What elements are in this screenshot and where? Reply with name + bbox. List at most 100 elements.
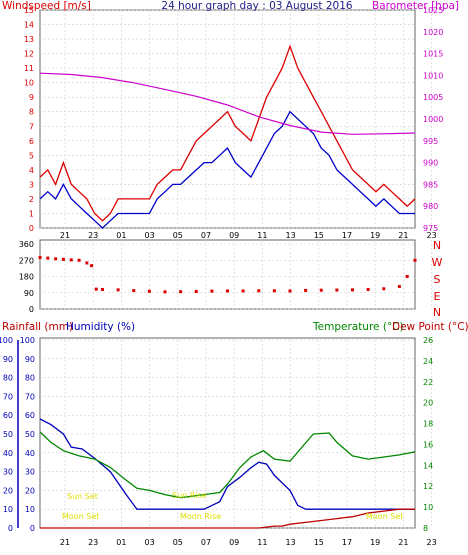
windspeed-tick-label: 2	[29, 195, 34, 204]
direction-point	[304, 288, 308, 292]
humidity-axis-title: Humidity (%)	[66, 321, 135, 333]
temperature-tick-label: 24	[423, 357, 433, 366]
humidity-series-line	[39, 418, 415, 510]
barometer-tick-label: 985	[423, 180, 438, 189]
direction-point	[163, 290, 167, 294]
windspeed-tick-label: 7	[29, 122, 34, 131]
direction-point	[288, 289, 292, 293]
hour-tick-label: 09	[229, 231, 239, 240]
direction-point	[210, 289, 214, 293]
top-panel-frame	[39, 9, 416, 229]
temperature-tick-label: 18	[423, 420, 433, 429]
temperature-tick-label: 14	[423, 461, 433, 470]
rainfall-tick-label: 70	[3, 392, 13, 401]
hour-tick-label: 05	[173, 538, 183, 547]
direction-point	[179, 290, 183, 294]
temperature-tick-label: 26	[423, 336, 433, 345]
direction-point	[405, 275, 409, 278]
temperature-tick-label: 10	[423, 503, 433, 512]
rainfall-tick-label: 10	[3, 505, 13, 514]
direction-point	[46, 256, 50, 260]
direction-point	[38, 256, 42, 260]
temperature-tick-label: 16	[423, 440, 433, 449]
direction-point	[61, 257, 65, 261]
windspeed-tick-label: 15	[24, 6, 34, 15]
direction-point	[54, 257, 58, 261]
windspeed-tick-label: 1	[29, 209, 34, 218]
rainfall-axis-title: Rainfall (mm)	[2, 321, 73, 333]
hour-tick-label: 23	[427, 231, 437, 240]
windspeed-tick-label: 14	[24, 21, 34, 30]
rainfall-series-line	[40, 508, 415, 529]
hour-tick-label: 07	[201, 231, 211, 240]
rainfall-tick-label: 90	[3, 355, 13, 364]
temperature-tick-label: 20	[423, 399, 433, 408]
direction-tick-label: 180	[19, 273, 34, 282]
direction-point	[194, 289, 198, 293]
rainfall-tick-label: 60	[3, 411, 13, 420]
direction-point	[413, 258, 417, 262]
hour-tick-label: 17	[342, 231, 352, 240]
barometer-tick-label: 1005	[423, 93, 443, 102]
hour-tick-label: 13	[286, 231, 296, 240]
windspeed-tick-label: 13	[24, 35, 34, 44]
windspeed-tick-label: 0	[29, 224, 34, 233]
middle-series	[38, 256, 417, 294]
hour-tick-label: 05	[173, 231, 183, 240]
barometer-tick-label: 990	[423, 159, 438, 168]
hour-tick-label: 03	[145, 538, 155, 547]
moon-set-annotation-2: Moon Set	[366, 512, 403, 521]
compass-n-top: N	[433, 239, 441, 252]
gust-series-line	[39, 110, 415, 229]
humidity-tick-label: 80	[25, 374, 35, 383]
barometer-series-line	[39, 72, 416, 135]
dewpoint-axis-title: Dew Point (°C)	[392, 321, 468, 333]
compass-n-bottom: N	[433, 306, 441, 319]
humidity-tick-label: 40	[25, 449, 35, 458]
direction-point	[90, 264, 94, 268]
humidity-tick-label: 30	[25, 468, 35, 477]
hour-tick-label: 21	[398, 538, 408, 547]
moon-set-annotation: Moon Set	[62, 512, 99, 521]
humidity-tick-label: 20	[25, 486, 35, 495]
direction-point	[116, 288, 120, 292]
wind-series-line	[39, 44, 416, 222]
direction-point	[132, 289, 136, 293]
hour-tick-label: 15	[314, 231, 324, 240]
humidity-tick-label: 70	[25, 392, 35, 401]
direction-point	[397, 284, 401, 288]
temperature-series-line	[39, 431, 416, 499]
hour-tick-label: 23	[88, 231, 98, 240]
barometer-tick-label: 1000	[423, 115, 443, 124]
windspeed-tick-label: 3	[29, 180, 34, 189]
temperature-axis-title: Temperature (°C)	[312, 321, 404, 333]
top-series	[39, 44, 416, 229]
temperature-tick-label: 12	[423, 482, 433, 491]
direction-point	[351, 288, 354, 292]
compass-s: S	[434, 273, 441, 286]
hour-tick-label: 17	[342, 538, 352, 547]
direction-point	[69, 258, 73, 262]
temperature-tick-label: 22	[423, 378, 433, 387]
sun-rise-annotation: Sun Rise	[172, 491, 207, 500]
windspeed-axis-title: Windspeed [m/s]	[2, 0, 91, 12]
rainfall-tick-label: 100	[0, 336, 13, 345]
direction-tick-label: 0	[29, 305, 34, 314]
tick-labels: 0123456789101112131415975980985990995100…	[0, 6, 443, 547]
direction-point	[85, 261, 89, 265]
middle-grid	[40, 240, 432, 310]
humidity-tick-label: 100	[20, 336, 35, 345]
rainfall-tick-label: 80	[3, 374, 13, 383]
direction-tick-label: 270	[19, 256, 34, 265]
hour-tick-label: 19	[370, 231, 380, 240]
direction-tick-label: 360	[19, 240, 34, 249]
humidity-tick-label: 0	[30, 524, 35, 533]
direction-point	[382, 287, 386, 291]
humidity-tick-label: 60	[25, 411, 35, 420]
hour-tick-label: 15	[314, 538, 324, 547]
direction-tick-label: 90	[24, 289, 34, 298]
compass-e: E	[434, 290, 441, 303]
rainfall-tick-label: 20	[3, 486, 13, 495]
windspeed-tick-label: 5	[29, 151, 34, 160]
sun-set-annotation: Sun Set	[67, 492, 98, 501]
